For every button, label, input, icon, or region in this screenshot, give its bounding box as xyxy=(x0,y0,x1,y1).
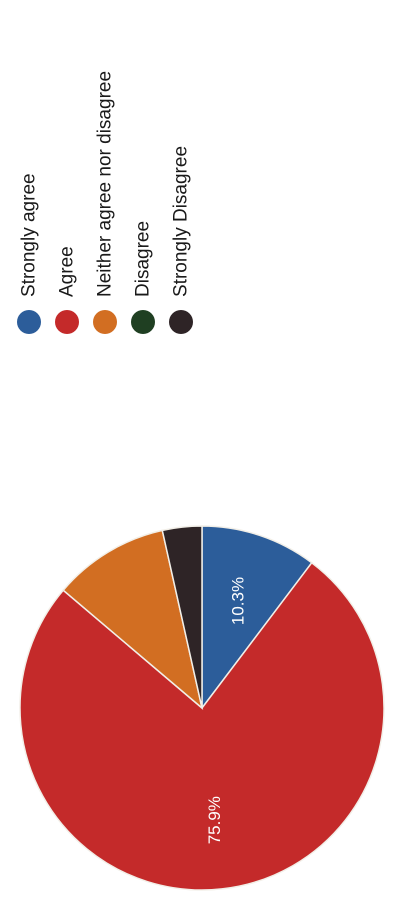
legend-item: Disagree xyxy=(131,221,155,334)
legend-label: Agree xyxy=(57,246,78,297)
pie-slice-strongly-disagree xyxy=(161,525,203,709)
pie-slice-strongly-agree xyxy=(201,525,313,711)
legend-item: Strongly Disagree xyxy=(169,146,193,334)
slice-data-label: 75.9% xyxy=(205,796,224,844)
pie-group xyxy=(19,525,385,891)
slice-data-label: 10.3% xyxy=(228,577,247,625)
legend-label: Disagree xyxy=(133,221,154,297)
legend-item: Agree xyxy=(55,246,79,334)
legend-label: Neither agree nor disagree xyxy=(95,71,116,297)
legend-label: Strongly Disagree xyxy=(171,146,192,297)
legend-marker xyxy=(93,310,117,334)
legend-marker xyxy=(169,310,193,334)
legend-marker xyxy=(55,310,79,334)
legend: Strongly agree Agree Neither agree nor dis… xyxy=(17,71,193,334)
legend-label: Strongly agree xyxy=(19,173,40,297)
legend-marker xyxy=(131,310,155,334)
slice-labels: 10.3% 75.9% xyxy=(205,577,247,844)
legend-item: Strongly agree xyxy=(17,173,41,334)
legend-item: Neither agree nor disagree xyxy=(93,71,117,334)
pie-slice-agree xyxy=(19,561,385,891)
legend-marker xyxy=(17,310,41,334)
pie-slice-neither-agree-nor-disagree xyxy=(62,529,204,711)
